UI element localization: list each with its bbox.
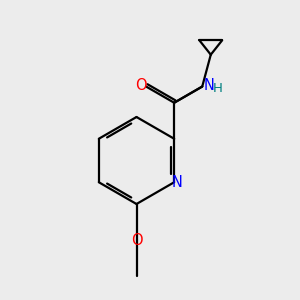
- Text: N: N: [203, 78, 214, 94]
- Text: O: O: [131, 233, 142, 248]
- Text: N: N: [172, 175, 183, 190]
- Text: O: O: [135, 78, 146, 94]
- Text: H: H: [213, 82, 223, 95]
